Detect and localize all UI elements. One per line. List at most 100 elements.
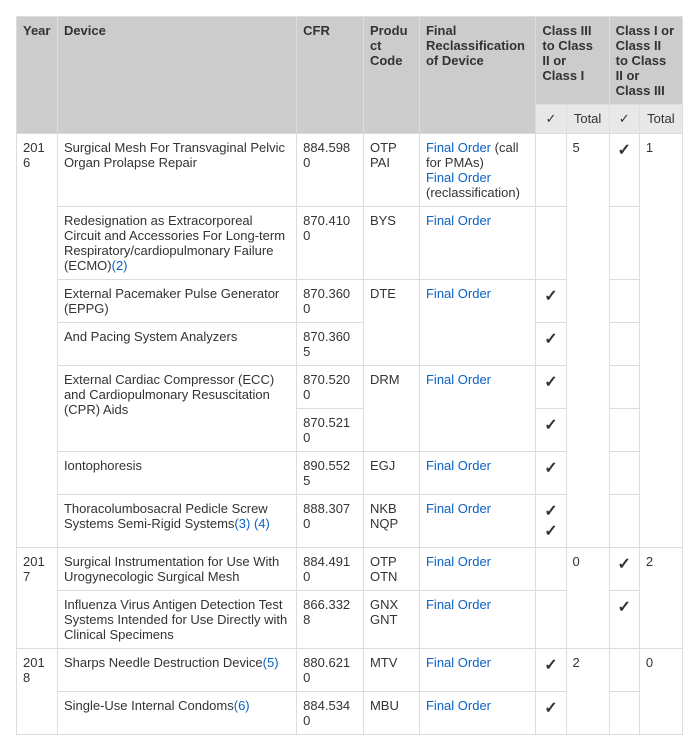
check-2: ✓ [544,523,557,540]
final-order-link[interactable]: Final Order [426,554,491,569]
device-cell: Influenza Virus Antigen Detection Test S… [57,591,296,649]
col-group-up: Class I or Class II to Class II or Class… [609,17,682,105]
footnote-link[interactable]: (2) [112,258,128,273]
device-cell: Thoracolumbosacral Pedicle Screw Systems… [57,495,296,548]
footnote-link[interactable]: (4) [254,516,270,531]
footnote-link[interactable]: (5) [263,655,279,670]
final-cell: Final Order [419,591,535,649]
pcode-cell: DTE [363,280,419,366]
table-row: 2018 Sharps Needle Destruction Device(5)… [17,649,683,692]
year-cell: 2017 [17,548,58,649]
final-order-link[interactable]: Final Order [426,655,491,670]
device-cell: Iontophoresis [57,452,296,495]
col-up-check: ✓ [609,105,639,134]
down-check [536,591,566,649]
down-check: ✓ [536,692,566,735]
pcode-cell: MBU [363,692,419,735]
final-cell: Final Order [419,452,535,495]
up-check [609,207,639,280]
device-text: Single-Use Internal Condoms [64,698,234,713]
up-check [609,366,639,409]
final-order-link[interactable]: Final Order [426,597,491,612]
cfr-cell: 884.5340 [297,692,364,735]
down-check: ✓ [536,452,566,495]
table-row: 2016 Surgical Mesh For Transvaginal Pelv… [17,134,683,207]
down-check: ✓ ✓ [536,495,566,548]
device-cell: And Pacing System Analyzers [57,323,296,366]
up-total: 0 [639,649,682,735]
up-check [609,495,639,548]
col-group-down: Class III to Class II or Class I [536,17,609,105]
final-order-link[interactable]: Final Order [426,213,491,228]
final-order-link[interactable]: Final Order [426,372,491,387]
final-note: (reclassification) [426,185,520,200]
down-total: 0 [566,548,609,649]
cfr-cell: 870.4100 [297,207,364,280]
cfr-cell: 870.5200 [297,366,364,409]
down-check [536,548,566,591]
down-total: 5 [566,134,609,548]
pcode-cell: OTP OTN [363,548,419,591]
down-total: 2 [566,649,609,735]
pcode-cell: DRM [363,366,419,452]
footnote-link[interactable]: (6) [234,698,250,713]
up-check [609,323,639,366]
pcode-cell: OTP PAI [363,134,419,207]
down-check [536,207,566,280]
device-text: Sharps Needle Destruction Device [64,655,263,670]
year-cell: 2018 [17,649,58,735]
down-check: ✓ [536,366,566,409]
up-check [609,649,639,692]
device-cell: Redesignation as Extracorporeal Circuit … [57,207,296,280]
up-check [609,692,639,735]
down-check: ✓ [536,323,566,366]
col-year: Year [17,17,58,134]
col-pcode: Product Code [363,17,419,134]
up-check [609,409,639,452]
final-cell: Final Order [419,548,535,591]
cfr-cell: 888.3070 [297,495,364,548]
cfr-cell: 884.5980 [297,134,364,207]
pcode-cell: NKB NQP [363,495,419,548]
col-down-total: Total [566,105,609,134]
cfr-cell: 890.5525 [297,452,364,495]
check-1: ✓ [544,503,557,520]
device-cell: Single-Use Internal Condoms(6) [57,692,296,735]
final-order-link[interactable]: Final Order [426,458,491,473]
down-check: ✓ [536,280,566,323]
pcode-cell: MTV [363,649,419,692]
device-cell: External Pacemaker Pulse Generator (EPPG… [57,280,296,323]
footnote-link[interactable]: (3) [234,516,250,531]
device-cell: Surgical Mesh For Transvaginal Pelvic Or… [57,134,296,207]
down-check: ✓ [536,409,566,452]
year-cell: 2016 [17,134,58,548]
col-device: Device [57,17,296,134]
final-order-link[interactable]: Final Order [426,698,491,713]
col-up-total: Total [639,105,682,134]
final-order-link[interactable]: Final Order [426,170,491,185]
final-order-link[interactable]: Final Order [426,501,491,516]
up-check [609,280,639,323]
device-cell: Sharps Needle Destruction Device(5) [57,649,296,692]
final-order-link[interactable]: Final Order [426,140,491,155]
device-cell: External Cardiac Compressor (ECC) and Ca… [57,366,296,452]
final-order-link[interactable]: Final Order [426,286,491,301]
col-final: Final Reclassification of Device [419,17,535,134]
col-down-check: ✓ [536,105,566,134]
cfr-cell: 866.3328 [297,591,364,649]
up-check: ✓ [609,548,639,591]
pcode-cell: BYS [363,207,419,280]
cfr-cell: 880.6210 [297,649,364,692]
final-cell: Final Order [419,366,535,452]
final-cell: Final Order (call for PMAs) Final Order … [419,134,535,207]
table-row: 2017 Surgical Instrumentation for Use Wi… [17,548,683,591]
final-cell: Final Order [419,207,535,280]
device-text: Redesignation as Extracorporeal Circuit … [64,213,285,273]
pcode-cell: EGJ [363,452,419,495]
final-cell: Final Order [419,280,535,366]
final-cell: Final Order [419,692,535,735]
final-cell: Final Order [419,649,535,692]
up-check [609,452,639,495]
up-check: ✓ [609,134,639,207]
down-check: ✓ [536,649,566,692]
